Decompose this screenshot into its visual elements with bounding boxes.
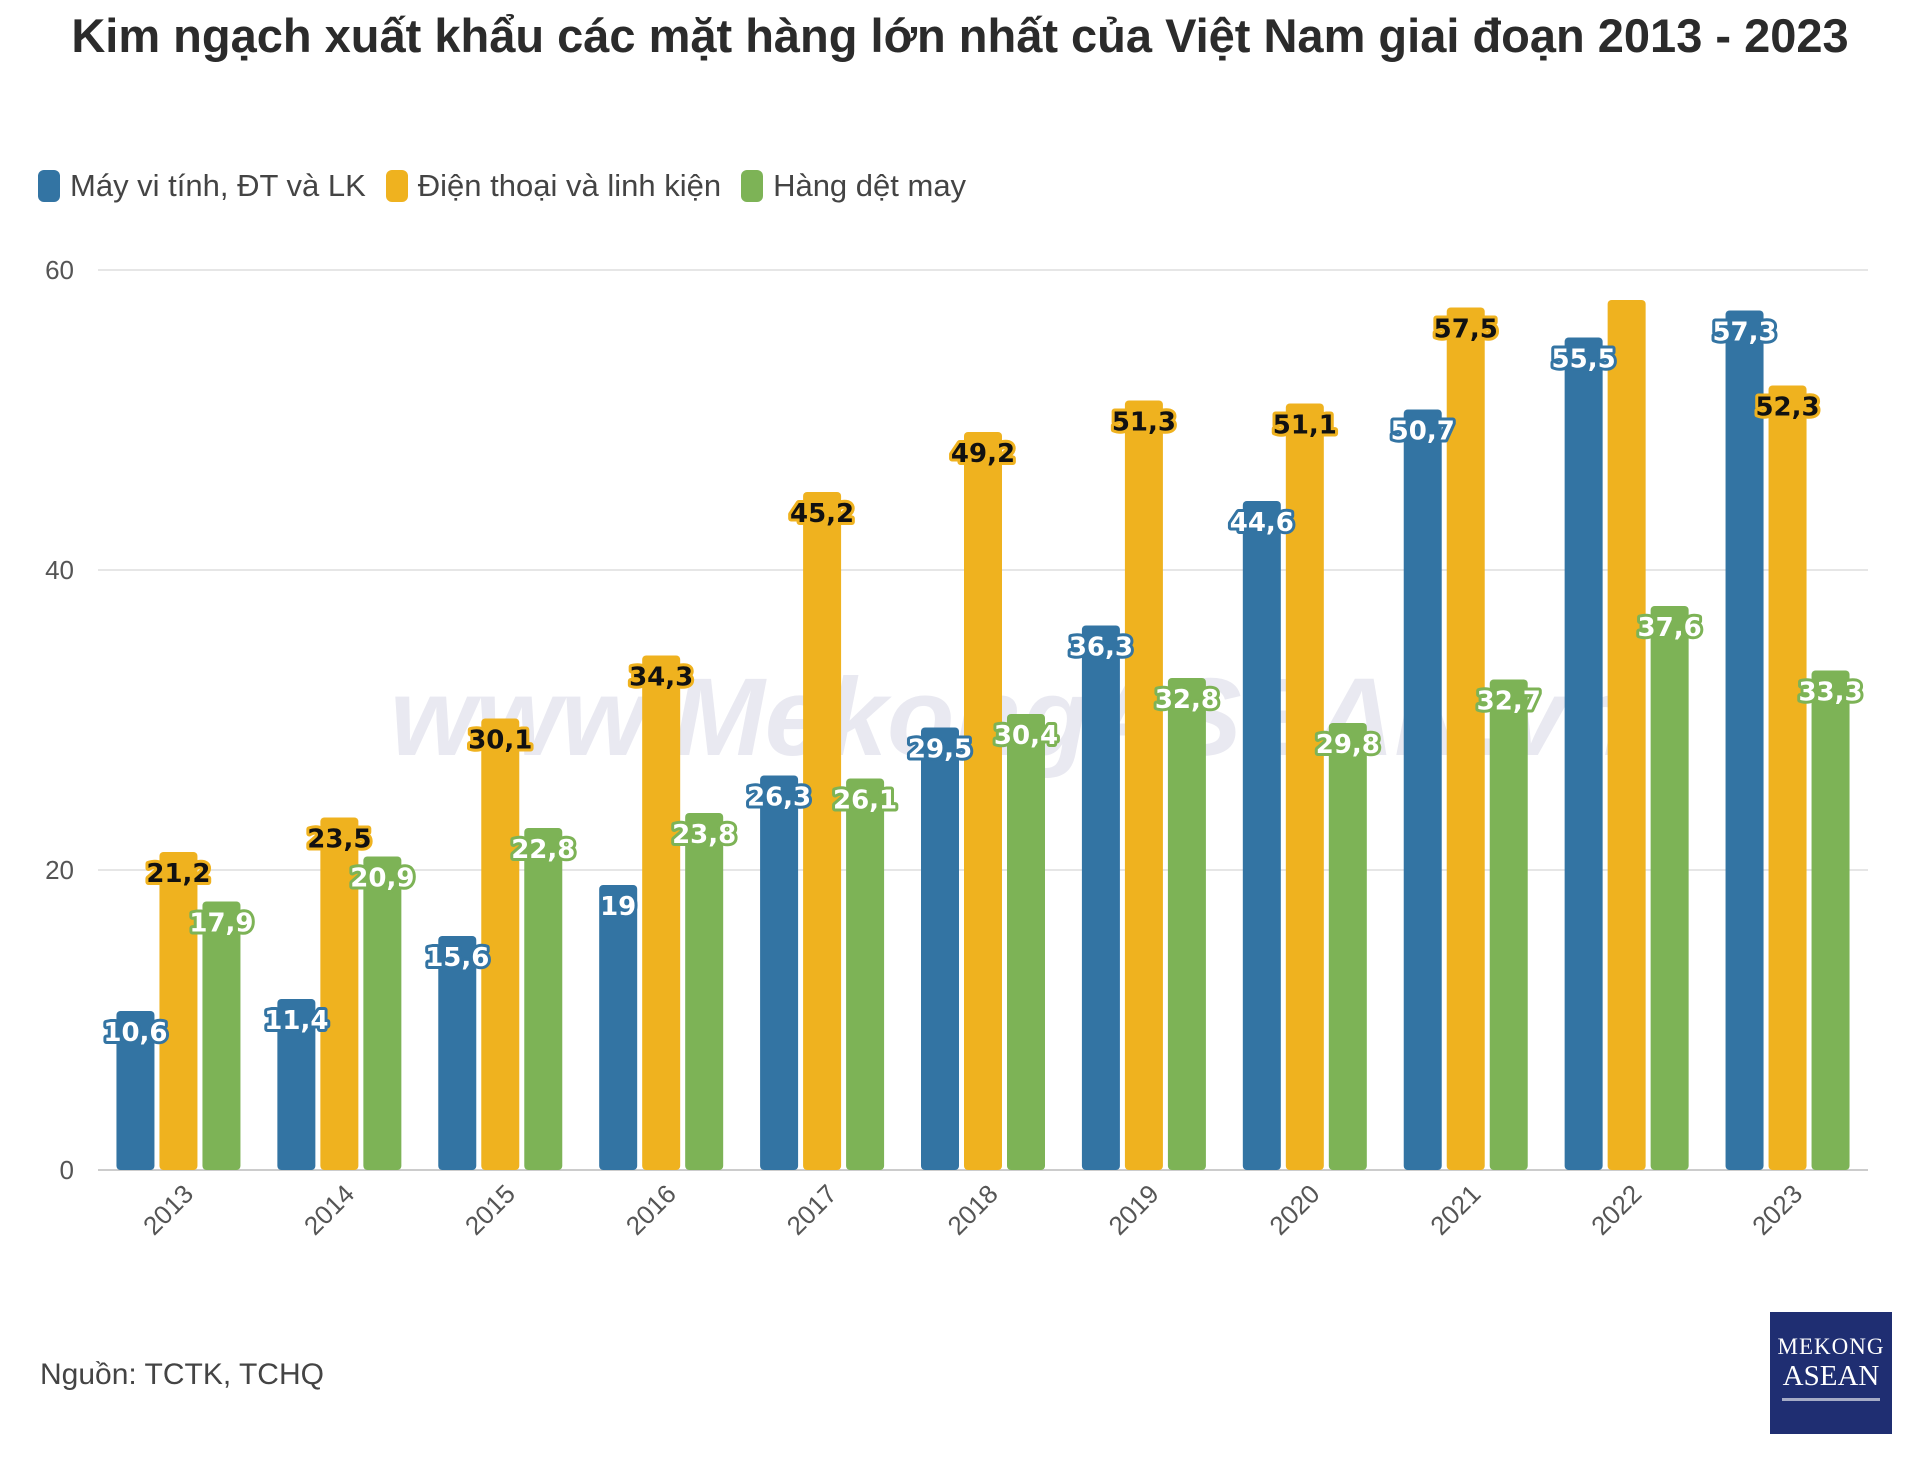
data-label-phones-2014: 23,5 (307, 825, 371, 855)
bar-phones-2019[interactable] (1124, 400, 1163, 1171)
legend-label-textiles: Hàng dệt may (773, 168, 967, 203)
bar-computers-2017[interactable] (760, 775, 799, 1171)
y-tick-label: 40 (45, 555, 74, 585)
data-label-phones-2020: 51,1 (1273, 411, 1337, 441)
bar-phones-2018[interactable] (964, 432, 1002, 1170)
y-tick-label: 60 (45, 255, 74, 285)
bar-phones-2021[interactable] (1446, 307, 1485, 1171)
data-label-computers-2019: 36,3 (1069, 633, 1133, 663)
bar-chart: www.MekongASEAN.vn0204060201320142015201… (45, 255, 1868, 1241)
bar-phones-2017[interactable] (803, 492, 842, 1170)
bar-computers-2019[interactable] (1081, 625, 1120, 1171)
data-label-computers-2016: 19 (600, 892, 636, 922)
data-label-phones-2023: 52,3 (1755, 393, 1819, 423)
data-label-textiles-2013: 17,9 (189, 909, 253, 939)
bar-phones-2022[interactable] (1607, 300, 1646, 1170)
data-label-computers-2013: 10,6 (103, 1018, 167, 1048)
data-label-computers-2014: 11,4 (264, 1006, 328, 1036)
bar-textiles-2017[interactable] (846, 778, 885, 1171)
bar-textiles-2023[interactable] (1811, 670, 1850, 1171)
bar-textiles-2016[interactable] (685, 813, 724, 1170)
data-label-textiles-2016: 23,8 (672, 820, 736, 850)
chart-title: Kim ngạch xuất khẩu các mặt hàng lớn nhấ… (71, 9, 1849, 62)
data-label-phones-2021: 57,5 (1434, 315, 1498, 345)
bar-phones-2020[interactable] (1285, 403, 1324, 1171)
x-tick-label: 2014 (298, 1179, 360, 1241)
bar-computers-2022[interactable] (1564, 337, 1603, 1171)
legend-item-computers[interactable]: Máy vi tính, ĐT và LK (38, 168, 366, 204)
bar-textiles-2018[interactable] (1007, 714, 1045, 1170)
y-tick-label: 0 (60, 1155, 74, 1185)
data-label-phones-2013: 21,2 (146, 859, 210, 889)
data-label-computers-2018: 29,5 (908, 735, 972, 765)
legend-label-computers: Máy vi tính, ĐT và LK (70, 168, 366, 203)
data-label-computers-2017: 26,3 (747, 783, 811, 813)
data-label-computers-2022: 55,5 (1552, 345, 1616, 375)
bar-computers-2015[interactable] (438, 936, 477, 1170)
x-tick-label: 2017 (781, 1179, 843, 1241)
x-tick-label: 2020 (1263, 1179, 1325, 1241)
x-tick-label: 2021 (1424, 1179, 1486, 1241)
bar-computers-2021[interactable] (1403, 409, 1442, 1171)
bar-textiles-2013[interactable] (202, 901, 241, 1171)
data-label-textiles-2022: 37,6 (1638, 613, 1702, 643)
data-label-textiles-2017: 26,1 (833, 786, 897, 816)
mekong-asean-logo: MEKONG ASEAN (1770, 1312, 1892, 1434)
data-label-phones-2017: 45,2 (790, 499, 854, 529)
data-label-computers-2015: 15,6 (425, 943, 489, 973)
bar-computers-2020[interactable] (1242, 501, 1281, 1170)
legend-item-phones[interactable]: Điện thoại và linh kiện (385, 168, 722, 204)
legend-swatch-computers (38, 170, 60, 202)
bar-phones-2014[interactable] (320, 817, 359, 1171)
bar-phones-2013[interactable] (159, 852, 198, 1170)
bar-textiles-2015[interactable] (524, 828, 563, 1170)
logo-divider (1782, 1398, 1880, 1401)
x-tick-label: 2015 (459, 1179, 521, 1241)
bar-phones-2015[interactable] (481, 718, 520, 1171)
source-note: Nguồn: TCTK, TCHQ (40, 1358, 324, 1391)
logo-text-asean: ASEAN (1782, 1360, 1880, 1392)
legend-swatch-phones (385, 170, 408, 202)
bar-computers-2018[interactable] (921, 727, 959, 1171)
bar-textiles-2021[interactable] (1489, 679, 1528, 1171)
data-label-textiles-2015: 22,8 (511, 835, 575, 865)
x-tick-label: 2022 (1585, 1179, 1647, 1241)
data-label-textiles-2019: 32,8 (1155, 685, 1219, 715)
legend-label-phones: Điện thoại và linh kiện (417, 168, 722, 203)
x-tick-label: 2013 (137, 1179, 199, 1241)
bar-textiles-2020[interactable] (1328, 723, 1367, 1170)
data-label-textiles-2023: 33,3 (1798, 678, 1862, 708)
bar-computers-2013[interactable] (116, 1011, 155, 1170)
data-label-phones-2018: 49,2 (951, 439, 1015, 469)
data-label-computers-2020: 44,6 (1230, 508, 1294, 538)
x-tick-label: 2016 (620, 1179, 682, 1241)
data-label-computers-2021: 50,7 (1391, 417, 1455, 447)
data-label-textiles-2018: 30,4 (994, 721, 1058, 751)
logo-text-mekong: MEKONG (1777, 1334, 1885, 1359)
data-label-textiles-2014: 20,9 (350, 864, 414, 894)
legend: Máy vi tính, ĐT và LK Điện thoại và linh… (38, 168, 966, 204)
data-label-textiles-2020: 29,8 (1316, 730, 1380, 760)
x-tick-label: 2018 (942, 1179, 1004, 1241)
bar-phones-2023[interactable] (1768, 385, 1807, 1171)
data-label-phones-2016: 34,3 (629, 663, 693, 693)
legend-item-textiles[interactable]: Hàng dệt may (741, 168, 966, 204)
data-label-phones-2019: 51,3 (1112, 408, 1176, 438)
bar-computers-2016[interactable] (599, 885, 638, 1170)
bar-computers-2023[interactable] (1725, 310, 1764, 1171)
bar-textiles-2014[interactable] (363, 856, 402, 1171)
bar-textiles-2019[interactable] (1167, 678, 1206, 1170)
y-tick-label: 20 (45, 855, 74, 885)
bar-phones-2016[interactable] (642, 655, 681, 1171)
x-tick-label: 2019 (1102, 1179, 1164, 1241)
bar-computers-2014[interactable] (277, 999, 316, 1170)
bar-textiles-2022[interactable] (1650, 606, 1689, 1170)
data-label-computers-2023: 57,3 (1712, 318, 1776, 348)
legend-swatch-textiles (741, 170, 764, 202)
x-tick-label: 2023 (1746, 1179, 1808, 1241)
data-label-textiles-2021: 32,7 (1477, 687, 1541, 717)
data-label-phones-2015: 30,1 (468, 726, 532, 756)
